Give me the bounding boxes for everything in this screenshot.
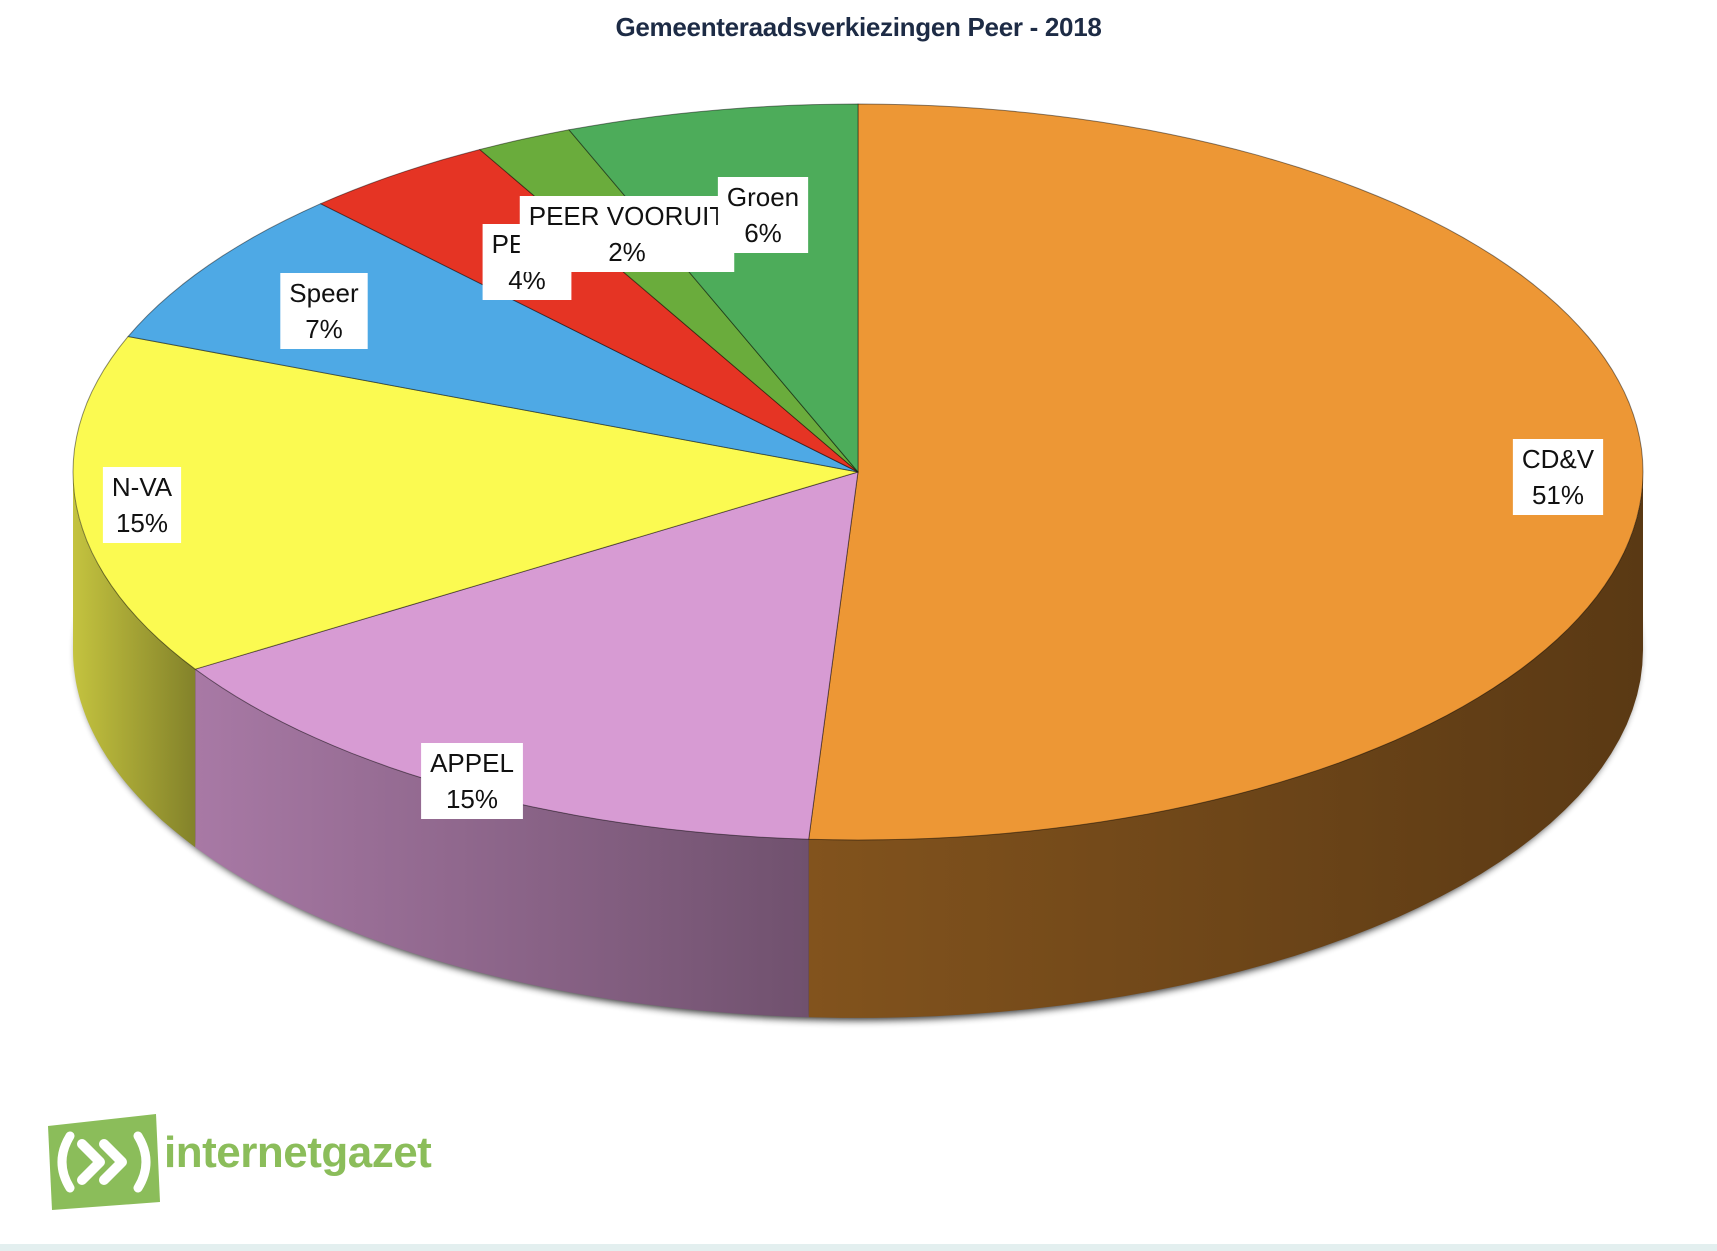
data-label-category: PEER VOORUIT — [529, 201, 726, 231]
data-label-category: Speer — [289, 278, 359, 308]
data-label-box — [519, 196, 735, 272]
data-label-value: 15% — [116, 508, 168, 538]
data-label-category: Groen — [727, 182, 799, 212]
pie-slice-speer — [127, 203, 859, 473]
pie-slices — [72, 103, 1644, 841]
data-label-value: 2% — [608, 237, 646, 267]
data-label-speer: Speer 7% — [280, 273, 368, 349]
pie-side-0 — [808, 472, 1643, 1018]
bottom-strip — [0, 1244, 1717, 1251]
data-label-box — [280, 273, 368, 349]
data-label-value: 51% — [1532, 480, 1584, 510]
chart-title: Gemeenteraadsverkiezingen Peer - 2018 — [615, 12, 1102, 42]
pie-slice-cd-v — [808, 103, 1644, 841]
pie-side-2 — [73, 472, 196, 848]
data-label-cd-v: CD&V 51% — [1512, 439, 1604, 515]
logo-wordmark: internetgazet — [164, 1128, 432, 1177]
data-label-category: N-VA — [112, 472, 173, 502]
data-label-n-va: N-VA 15% — [102, 467, 182, 543]
data-label-box — [102, 467, 182, 543]
data-label-box — [1512, 439, 1604, 515]
data-label-value: 6% — [744, 218, 782, 248]
pie-labels: CD&V51%APPEL15%N-VA15%Speer7%PEER4%PEER … — [102, 177, 1604, 819]
data-label-box — [717, 177, 809, 253]
data-label-peer-vooruit: PEER VOORUIT 2% — [519, 196, 735, 272]
pie-side-1 — [195, 669, 809, 1018]
data-label-category: APPEL — [430, 748, 514, 778]
data-label-category: CD&V — [1522, 444, 1595, 474]
data-label-appel: APPEL 15% — [421, 743, 523, 819]
internetgazet-logo: internetgazet — [38, 1112, 438, 1212]
data-label-value: 15% — [446, 784, 498, 814]
data-label-value: 7% — [305, 314, 343, 344]
pie-depth — [73, 472, 1643, 1018]
pie-slice-peer — [320, 149, 859, 473]
fast-forward-icon — [48, 1114, 160, 1210]
pie-slice-n-va — [72, 336, 859, 670]
data-label-groen: Groen 6% — [717, 177, 809, 253]
data-label-box — [421, 743, 523, 819]
